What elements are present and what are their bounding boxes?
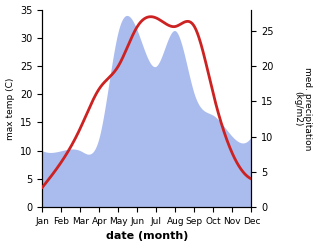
X-axis label: date (month): date (month) (106, 231, 188, 242)
Y-axis label: max temp (C): max temp (C) (5, 77, 15, 140)
Y-axis label: med. precipitation
(kg/m2): med. precipitation (kg/m2) (293, 67, 313, 150)
